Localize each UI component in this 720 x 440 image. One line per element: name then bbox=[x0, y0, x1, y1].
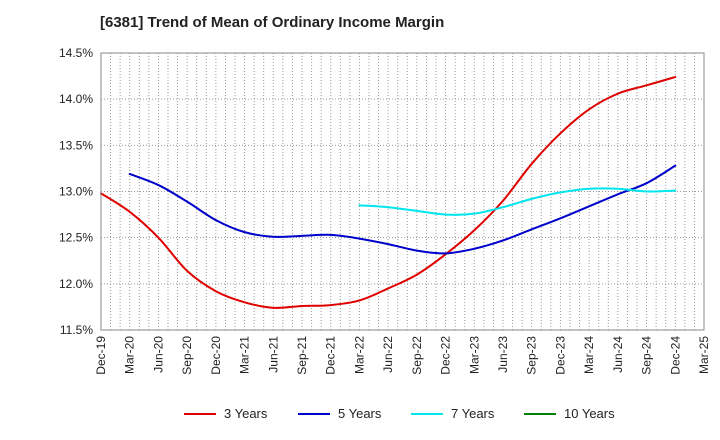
x-tick-label: Sep-22 bbox=[410, 336, 424, 375]
x-tick-label: Dec-21 bbox=[324, 336, 338, 375]
x-tick-label: Sep-21 bbox=[295, 336, 309, 375]
series-line-3-years bbox=[100, 76, 677, 309]
series-line-7-years bbox=[358, 187, 677, 216]
x-tick-label: Jun-23 bbox=[496, 336, 510, 373]
x-tick-label: Dec-22 bbox=[439, 336, 453, 375]
y-tick-label: 12.0% bbox=[59, 277, 93, 291]
legend-label: 3 Years bbox=[224, 406, 268, 421]
legend-swatch bbox=[524, 413, 556, 415]
x-tick-label: Jun-20 bbox=[151, 336, 165, 373]
x-tick-label: Mar-21 bbox=[238, 336, 252, 374]
legend-swatch bbox=[184, 413, 216, 415]
y-tick-label: 14.0% bbox=[59, 92, 93, 106]
legend-swatch bbox=[298, 413, 330, 415]
legend-label: 7 Years bbox=[451, 406, 495, 421]
x-tick-label: Sep-23 bbox=[525, 336, 539, 375]
x-tick-label: Dec-19 bbox=[94, 336, 108, 375]
plot-area bbox=[101, 53, 704, 330]
y-tick-label: 11.5% bbox=[60, 323, 93, 337]
legend-label: 10 Years bbox=[564, 406, 615, 421]
y-tick-label: 13.5% bbox=[59, 138, 93, 152]
x-axis-ticks: Dec-19 Mar-20 Jun-20 Sep-20 Dec-20 Mar-21 Jun-… bbox=[94, 336, 711, 375]
legend: 3 Years 5 Years 7 Years 10 Years bbox=[0, 404, 720, 424]
legend-swatch bbox=[411, 413, 443, 415]
x-tick-label: Sep-24 bbox=[640, 336, 654, 375]
x-tick-label: Mar-22 bbox=[352, 336, 366, 374]
y-tick-label: 14.5% bbox=[59, 46, 93, 60]
x-tick-label: Mar-24 bbox=[582, 336, 596, 374]
x-tick-label: Dec-24 bbox=[668, 336, 682, 375]
x-tick-label: Jun-21 bbox=[266, 336, 280, 373]
x-tick-label: Mar-23 bbox=[467, 336, 481, 374]
x-tick-label: Jun-22 bbox=[381, 336, 395, 373]
legend-label: 5 Years bbox=[338, 406, 382, 421]
y-axis-ticks: 11.5% 12.0% 12.5% 13.0% 13.5% 14.0% 14.5% bbox=[59, 46, 93, 337]
x-tick-label: Mar-25 bbox=[697, 336, 711, 374]
x-tick-label: Dec-20 bbox=[209, 336, 223, 375]
chart-title: [6381] Trend of Mean of Ordinary Income … bbox=[100, 14, 445, 31]
x-tick-label: Mar-20 bbox=[123, 336, 137, 374]
x-tick-label: Sep-20 bbox=[180, 336, 194, 375]
y-tick-label: 13.0% bbox=[59, 185, 93, 199]
plot-border bbox=[100, 52, 705, 331]
series-lines bbox=[100, 76, 677, 309]
x-tick-label: Dec-23 bbox=[553, 336, 567, 375]
x-tick-label: Jun-24 bbox=[611, 336, 625, 373]
y-tick-label: 12.5% bbox=[59, 231, 93, 245]
series-line-5-years bbox=[128, 164, 677, 255]
